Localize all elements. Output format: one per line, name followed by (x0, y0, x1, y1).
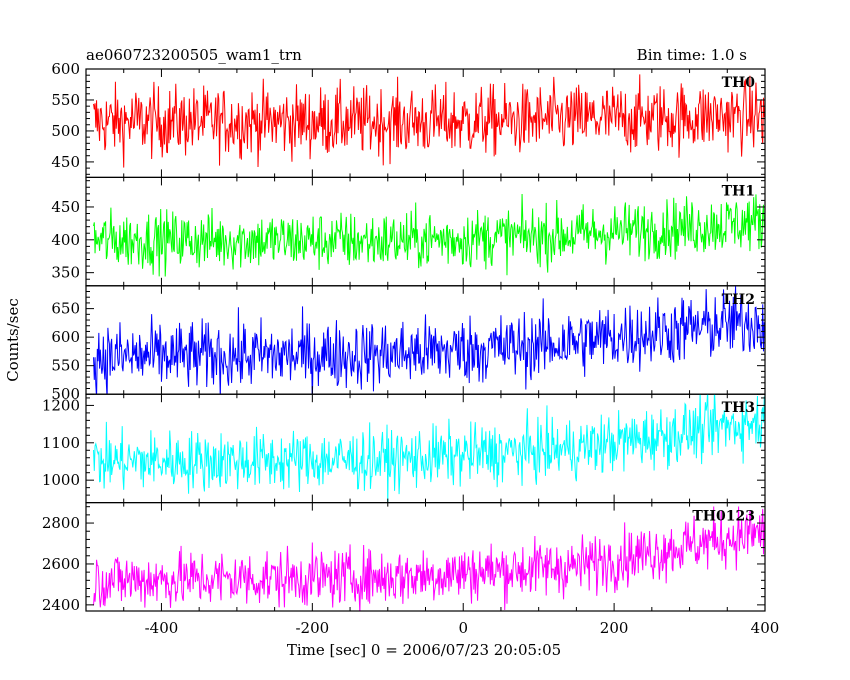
panel-label-th1: TH1 (722, 183, 755, 199)
panel-x-ticks (85, 502, 766, 611)
y-tick-label: 1200 (42, 396, 80, 414)
y-tick-label: 550 (51, 357, 80, 375)
panel-label-th3: TH3 (722, 400, 755, 416)
x-tick-label: -400 (145, 619, 179, 637)
y-tick-label: 450 (51, 198, 80, 216)
y-axis-label: Counts/sec (4, 298, 22, 382)
panel-th2: 500 550 600 650 TH2 (51, 285, 766, 403)
x-axis-label: Time [sec] 0 = 2006/07/23 20:05:05 (287, 641, 561, 659)
panels-group: 450 500 550 600 TH0 350 400 450 TH1 500 550 600 650 T… (42, 60, 766, 614)
panel-x-ticks (85, 69, 766, 178)
y-tick-label: 550 (51, 91, 80, 109)
panel-label-th0123: TH0123 (692, 509, 755, 525)
y-tick-label: 2400 (42, 596, 80, 614)
y-tick-label: 600 (51, 328, 80, 346)
y-tick-label: 1100 (42, 434, 80, 452)
y-tick-label: 650 (51, 300, 80, 318)
y-tick-label: 2600 (42, 555, 80, 573)
y-tick-label: 500 (51, 385, 80, 403)
y-tick-label: 450 (51, 153, 80, 171)
y-tick-label: 500 (51, 122, 80, 140)
x-tick-label: 0 (458, 619, 468, 637)
x-axis: -400 -200 0 200 400 (145, 619, 780, 637)
panel-label-th2: TH2 (722, 292, 755, 308)
series-line-th0 (93, 74, 765, 168)
chart-title: ae060723200505_wam1_trn (86, 46, 302, 64)
y-tick-label: 600 (51, 60, 80, 78)
series-line-th3 (93, 394, 765, 503)
series-line-th1 (93, 193, 765, 277)
panel-th3: 1000 1100 1200 TH3 (42, 393, 766, 504)
bin-time-label: Bin time: 1.0 s (637, 46, 747, 64)
x-tick-label: 400 (751, 619, 780, 637)
y-tick-label: 350 (51, 264, 80, 282)
panel-x-ticks (85, 177, 766, 286)
x-tick-label: 200 (600, 619, 629, 637)
y-tick-label: 1000 (42, 471, 80, 489)
y-tick-label: 400 (51, 231, 80, 249)
panel-label-th0: TH0 (722, 75, 756, 91)
panel-th0123: 2400 2600 2800 TH0123 (42, 502, 766, 614)
panel-x-ticks (85, 285, 766, 395)
panel-th0: 450 500 550 600 TH0 (51, 60, 766, 179)
y-tick-label: 2800 (42, 514, 80, 532)
panel-th1: 350 400 450 TH1 (51, 176, 766, 287)
series-line-th2 (93, 286, 765, 395)
x-tick-label: -200 (295, 619, 329, 637)
series-line-th0123 (93, 506, 765, 612)
